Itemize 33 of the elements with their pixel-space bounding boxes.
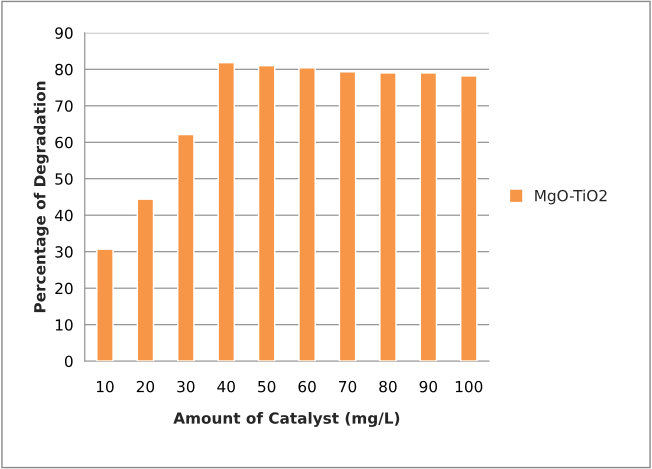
bar <box>338 71 356 362</box>
y-tick-label: 10 <box>56 319 73 331</box>
bar <box>379 72 397 362</box>
y-tick-label: 90 <box>55 27 73 39</box>
bar <box>177 134 195 362</box>
legend-label: MgO-TiO2 <box>535 190 607 204</box>
bar <box>298 67 316 362</box>
x-axis-title: Amount of Catalyst (mg/L) <box>173 412 400 427</box>
x-tick-label: 70 <box>339 380 356 392</box>
y-tick-label: 20 <box>55 282 73 294</box>
bar <box>136 198 154 362</box>
bar <box>96 248 114 362</box>
x-tick-label: 50 <box>258 380 276 392</box>
x-tick-label: 80 <box>379 380 397 392</box>
y-axis-title: Percentage of Degradation <box>34 82 49 312</box>
y-tick-label: 30 <box>55 246 73 258</box>
y-tick-label: 0 <box>64 356 73 368</box>
x-tick-label: 60 <box>298 380 316 392</box>
x-tick-label: 90 <box>420 380 438 392</box>
x-tick-label: 10 <box>96 380 114 392</box>
bar <box>420 72 438 362</box>
y-tick-label: 80 <box>55 64 73 76</box>
x-tick-label: 20 <box>136 380 154 392</box>
y-tick-label: 40 <box>54 210 73 222</box>
x-tick-label: 100 <box>456 380 482 392</box>
bar <box>258 64 276 362</box>
y-tick-label: 60 <box>55 136 73 148</box>
bar <box>217 62 236 362</box>
y-tick-label: 50 <box>55 173 73 185</box>
y-tick-label: 70 <box>55 100 73 112</box>
x-tick-label: 40 <box>217 380 235 392</box>
bar <box>460 75 478 362</box>
x-tick-label: 30 <box>177 380 195 392</box>
